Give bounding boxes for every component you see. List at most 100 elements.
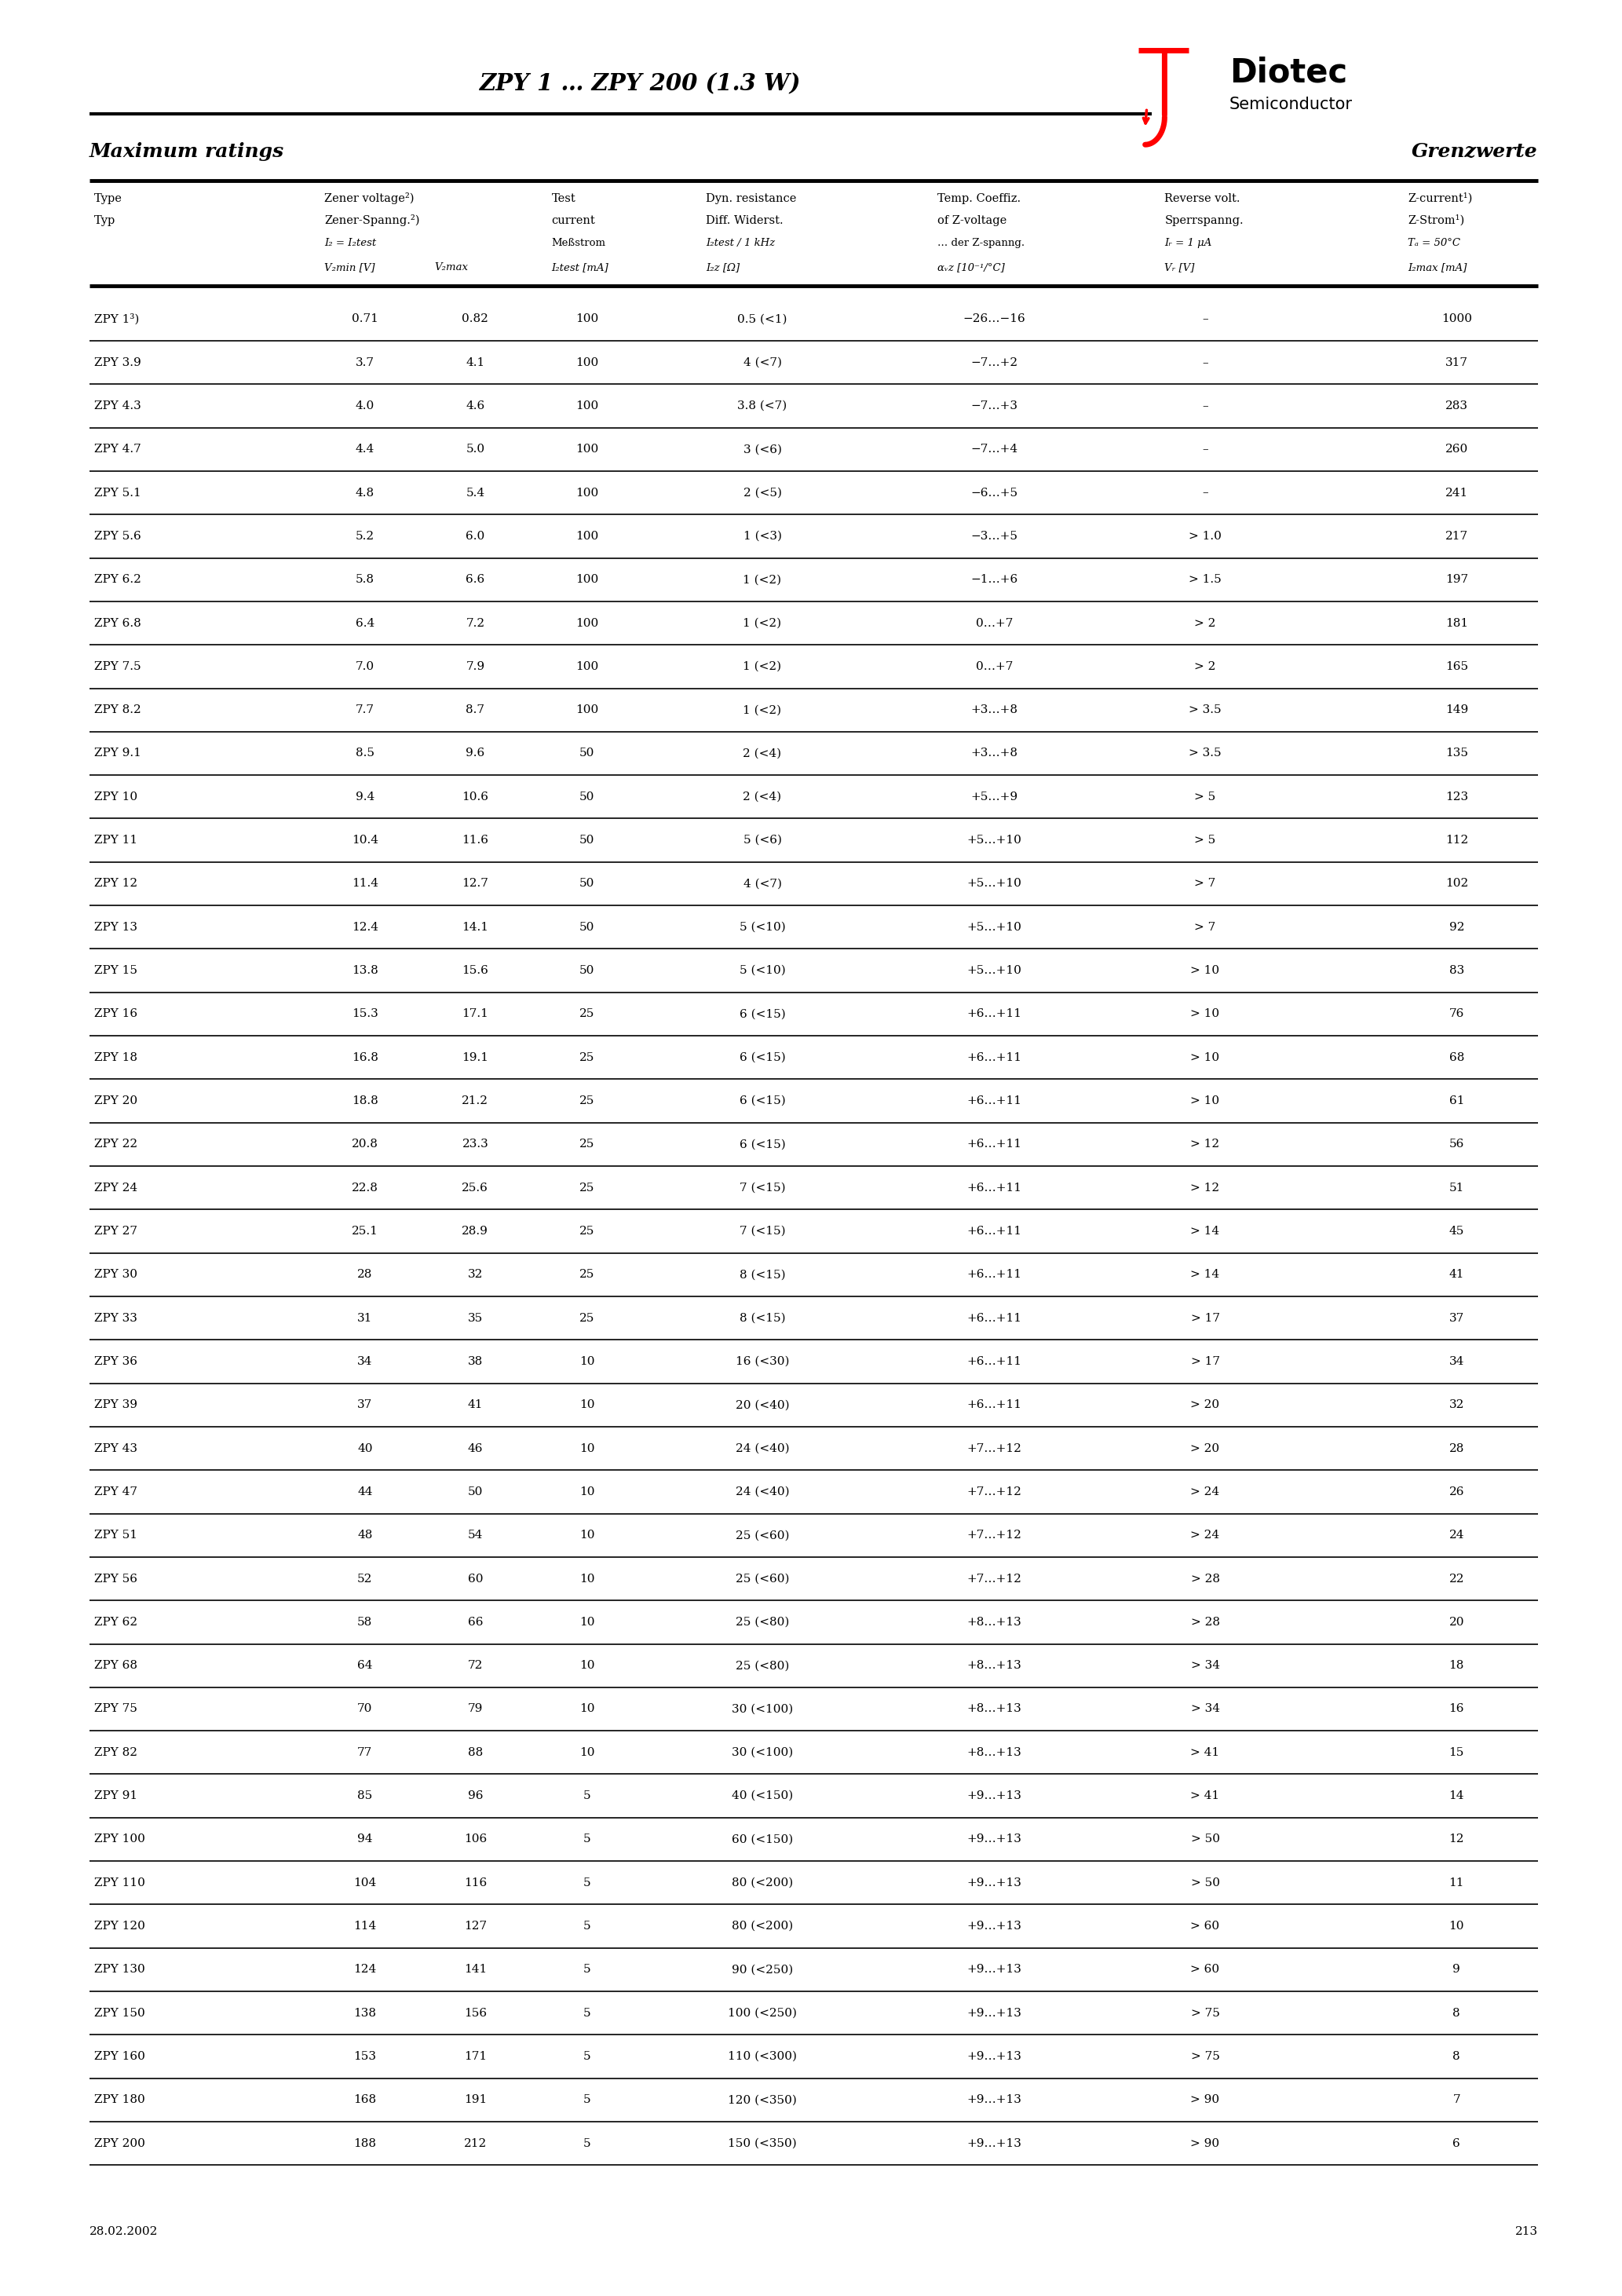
Text: > 20: > 20 bbox=[1191, 1401, 1220, 1410]
Text: +6…+11: +6…+11 bbox=[967, 1270, 1022, 1281]
Text: > 2: > 2 bbox=[1194, 618, 1216, 629]
Text: I₂ = I₂test: I₂ = I₂test bbox=[324, 239, 376, 248]
Text: > 90: > 90 bbox=[1191, 2138, 1220, 2149]
Text: 70: 70 bbox=[357, 1704, 373, 1715]
Text: +8…+13: +8…+13 bbox=[967, 1660, 1022, 1671]
Text: 100: 100 bbox=[576, 618, 599, 629]
Text: 138: 138 bbox=[354, 2007, 376, 2018]
Text: 10: 10 bbox=[579, 1442, 595, 1453]
Text: 0…+7: 0…+7 bbox=[976, 618, 1012, 629]
Text: 12.7: 12.7 bbox=[462, 879, 488, 889]
Text: 5: 5 bbox=[584, 2050, 590, 2062]
Text: 79: 79 bbox=[467, 1704, 483, 1715]
Text: 283: 283 bbox=[1445, 400, 1468, 411]
Text: ZPY 22: ZPY 22 bbox=[94, 1139, 138, 1150]
Text: 25: 25 bbox=[579, 1008, 595, 1019]
Text: current: current bbox=[551, 216, 595, 225]
Text: 34: 34 bbox=[357, 1357, 373, 1366]
Text: 10: 10 bbox=[579, 1660, 595, 1671]
Text: > 5: > 5 bbox=[1194, 792, 1216, 801]
Text: 45: 45 bbox=[1448, 1226, 1465, 1238]
Text: 7 (<15): 7 (<15) bbox=[740, 1182, 785, 1194]
Text: +6…+11: +6…+11 bbox=[967, 1008, 1022, 1019]
Text: > 2: > 2 bbox=[1194, 661, 1216, 673]
Text: > 41: > 41 bbox=[1191, 1791, 1220, 1802]
Text: 7: 7 bbox=[1453, 2094, 1460, 2105]
Text: 6.0: 6.0 bbox=[466, 530, 485, 542]
Text: 5.8: 5.8 bbox=[355, 574, 375, 585]
Text: +5…+10: +5…+10 bbox=[967, 921, 1022, 932]
Text: > 75: > 75 bbox=[1191, 2050, 1220, 2062]
Text: Iᵣ = 1 μA: Iᵣ = 1 μA bbox=[1165, 239, 1212, 248]
Text: 2 (<4): 2 (<4) bbox=[743, 792, 782, 801]
Text: 100 (<250): 100 (<250) bbox=[728, 2007, 796, 2018]
Text: 6 (<15): 6 (<15) bbox=[740, 1095, 785, 1107]
Text: 32: 32 bbox=[467, 1270, 483, 1281]
Text: 2 (<4): 2 (<4) bbox=[743, 748, 782, 760]
Text: 41: 41 bbox=[467, 1401, 483, 1410]
Text: +6…+11: +6…+11 bbox=[967, 1139, 1022, 1150]
Text: > 20: > 20 bbox=[1191, 1442, 1220, 1453]
Text: 100: 100 bbox=[576, 315, 599, 324]
Text: 25.1: 25.1 bbox=[352, 1226, 378, 1238]
Text: 135: 135 bbox=[1445, 748, 1468, 760]
Text: 10: 10 bbox=[1448, 1922, 1465, 1931]
Text: 4.0: 4.0 bbox=[355, 400, 375, 411]
Text: −7…+4: −7…+4 bbox=[970, 443, 1019, 455]
Text: 8 (<15): 8 (<15) bbox=[740, 1270, 785, 1281]
Text: 20.8: 20.8 bbox=[352, 1139, 378, 1150]
Text: 141: 141 bbox=[464, 1963, 487, 1975]
Text: 25.6: 25.6 bbox=[462, 1182, 488, 1194]
Text: 50: 50 bbox=[467, 1486, 483, 1497]
Text: 44: 44 bbox=[357, 1486, 373, 1497]
Text: +7…+12: +7…+12 bbox=[967, 1442, 1022, 1453]
Text: +7…+12: +7…+12 bbox=[967, 1529, 1022, 1541]
Text: 1 (<2): 1 (<2) bbox=[743, 574, 782, 585]
Text: ZPY 18: ZPY 18 bbox=[94, 1052, 138, 1063]
Text: 100: 100 bbox=[576, 661, 599, 673]
Text: 22.8: 22.8 bbox=[352, 1182, 378, 1194]
Text: ZPY 12: ZPY 12 bbox=[94, 879, 138, 889]
Text: 64: 64 bbox=[357, 1660, 373, 1671]
Text: +6…+11: +6…+11 bbox=[967, 1052, 1022, 1063]
Text: ZPY 9.1: ZPY 9.1 bbox=[94, 748, 141, 760]
Text: 8: 8 bbox=[1453, 2007, 1460, 2018]
Text: 100: 100 bbox=[576, 574, 599, 585]
Text: I₂test [mA]: I₂test [mA] bbox=[551, 262, 608, 273]
Text: 5 (<10): 5 (<10) bbox=[740, 921, 785, 932]
Text: 80 (<200): 80 (<200) bbox=[732, 1922, 793, 1931]
Text: 5: 5 bbox=[584, 2094, 590, 2105]
Text: > 14: > 14 bbox=[1191, 1226, 1220, 1238]
Text: 5: 5 bbox=[584, 2138, 590, 2149]
Text: > 41: > 41 bbox=[1191, 1747, 1220, 1759]
Text: 25: 25 bbox=[579, 1095, 595, 1107]
Text: 96: 96 bbox=[467, 1791, 483, 1802]
Text: 4 (<7): 4 (<7) bbox=[743, 879, 782, 889]
Text: 156: 156 bbox=[464, 2007, 487, 2018]
Text: 15.3: 15.3 bbox=[352, 1008, 378, 1019]
Text: ZPY 6.2: ZPY 6.2 bbox=[94, 574, 141, 585]
Text: 7 (<15): 7 (<15) bbox=[740, 1226, 785, 1238]
Text: +5…+9: +5…+9 bbox=[970, 792, 1019, 801]
Text: 5.2: 5.2 bbox=[355, 530, 375, 542]
Text: ZPY 120: ZPY 120 bbox=[94, 1922, 144, 1931]
Text: 25: 25 bbox=[579, 1270, 595, 1281]
Text: +3…+8: +3…+8 bbox=[970, 748, 1019, 760]
Text: Reverse volt.: Reverse volt. bbox=[1165, 193, 1241, 204]
Text: 149: 149 bbox=[1445, 705, 1468, 716]
Text: 25: 25 bbox=[579, 1313, 595, 1322]
Text: 24: 24 bbox=[1448, 1529, 1465, 1541]
Text: 37: 37 bbox=[357, 1401, 373, 1410]
Text: ZPY 30: ZPY 30 bbox=[94, 1270, 138, 1281]
Text: 92: 92 bbox=[1448, 921, 1465, 932]
Text: 1 (<3): 1 (<3) bbox=[743, 530, 782, 542]
Text: 60: 60 bbox=[467, 1573, 483, 1584]
Text: 50: 50 bbox=[579, 921, 595, 932]
Text: ZPY 5.1: ZPY 5.1 bbox=[94, 487, 141, 498]
Text: ZPY 51: ZPY 51 bbox=[94, 1529, 138, 1541]
Text: ZPY 75: ZPY 75 bbox=[94, 1704, 138, 1715]
Text: 19.1: 19.1 bbox=[462, 1052, 488, 1063]
Text: > 28: > 28 bbox=[1191, 1573, 1220, 1584]
Text: 5: 5 bbox=[584, 2007, 590, 2018]
Text: 13.8: 13.8 bbox=[352, 964, 378, 976]
